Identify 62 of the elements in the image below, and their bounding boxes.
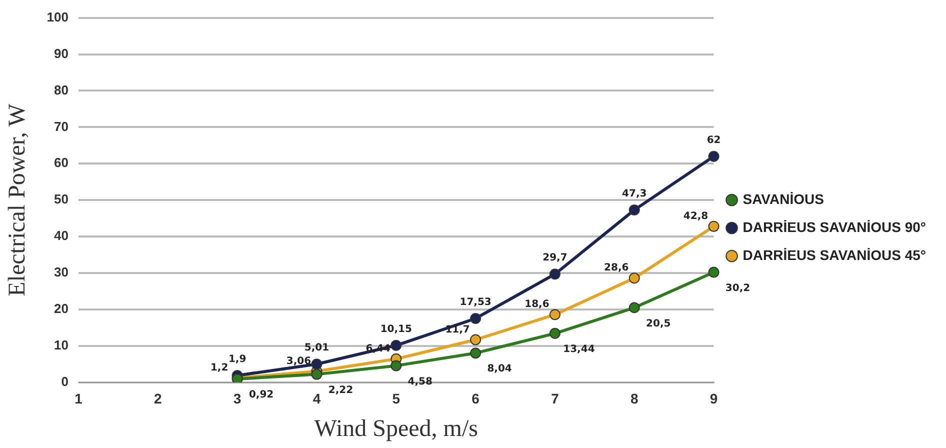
point [390, 360, 402, 372]
point [311, 368, 322, 380]
data-label: 29,7 [542, 252, 568, 264]
data-label: 42,8 [683, 210, 708, 222]
data-label: 8,04 [487, 364, 512, 375]
y-tick-label: 0 [61, 374, 68, 389]
data-label: 47,3 [622, 188, 647, 200]
point [628, 302, 640, 314]
point [311, 358, 322, 370]
x-tick-label: 3 [233, 390, 242, 407]
point [470, 348, 482, 359]
data-label: 3,06 [286, 356, 312, 367]
point [708, 220, 720, 232]
x-tick-label: 4 [312, 390, 321, 407]
data-label: 30,2 [725, 282, 750, 294]
legend-label: DARRİEUS SAVANİOUS 90° [742, 218, 926, 235]
y-tick-label: 10 [54, 338, 68, 353]
point [549, 268, 560, 280]
x-tick-label: 5 [392, 390, 400, 407]
y-tick-label: 60 [54, 155, 68, 170]
data-label: 2,22 [328, 384, 354, 396]
data-label: 11,7 [445, 324, 470, 336]
x-tick-label: 6 [472, 390, 480, 407]
point [549, 328, 560, 339]
y-tick-label: 20 [54, 301, 68, 316]
legend-label: SAVANİOUS [742, 190, 824, 207]
y-tick-label: 40 [54, 228, 68, 244]
point [628, 272, 640, 284]
y-tick-label: 50 [54, 192, 68, 207]
data-label: 1,2 [210, 362, 228, 374]
data-label: 13,44 [563, 344, 595, 355]
point [708, 150, 720, 162]
data-label: 5,01 [304, 342, 330, 354]
x-tick-label: 7 [551, 390, 560, 407]
point [628, 204, 640, 216]
y-tick-label: 100 [46, 9, 68, 24]
legend-label: DARRİEUS SAVANİOUS 45° [742, 246, 926, 263]
point [708, 266, 720, 278]
data-label: 10,15 [380, 324, 412, 335]
data-label: 18,6 [524, 299, 550, 310]
data-label: 28,6 [604, 262, 629, 274]
y-tick-label: 90 [54, 46, 68, 61]
point [470, 312, 482, 324]
data-label: 1,9 [228, 354, 246, 366]
y-axis-title: Electrical Power, W [4, 103, 31, 296]
point [549, 309, 560, 320]
data-label: 4,58 [408, 376, 433, 388]
point [470, 334, 482, 346]
x-tick-label: 2 [154, 390, 162, 407]
data-label: 0,92 [248, 390, 274, 401]
x-axis-title: Wind Speed, m/s [314, 416, 478, 442]
data-label: 20,5 [646, 318, 671, 330]
data-label: 6,44 [366, 344, 391, 355]
y-tick-label: 70 [54, 118, 68, 134]
data-label: 62 [706, 134, 721, 146]
x-tick-label: 9 [710, 390, 718, 407]
y-tick-label: 80 [54, 82, 68, 98]
x-tick-label: 1 [74, 390, 83, 407]
point [390, 340, 402, 351]
data-label: 17,53 [460, 297, 492, 308]
y-tick-label: 30 [54, 264, 68, 280]
x-tick-label: 8 [630, 390, 638, 407]
